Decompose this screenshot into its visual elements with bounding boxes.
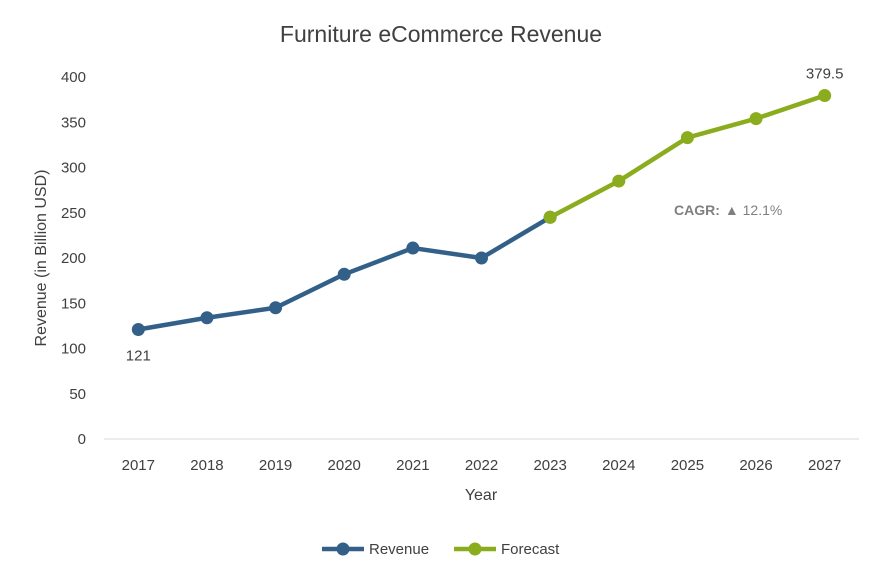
x-tick-label: 2023 [533, 457, 566, 474]
revenue-data-point [131, 322, 145, 336]
x-tick-label: 2017 [122, 457, 155, 474]
forecast-data-point [612, 174, 626, 188]
revenue-data-point [337, 267, 351, 281]
cagr-label: CAGR: [674, 202, 720, 218]
y-axis-label: Revenue (in Billion USD) [33, 170, 50, 347]
forecast-data-point [818, 89, 832, 103]
x-tick-label: 2027 [808, 457, 841, 474]
forecast-data-point [749, 112, 763, 126]
x-tick-label: 2025 [671, 457, 704, 474]
x-axis-ticks: 2017 2018 2019 2020 2021 2022 2023 2024 2025 2026… [122, 457, 842, 474]
y-tick-label: 50 [69, 386, 86, 403]
x-tick-label: 2019 [259, 457, 292, 474]
y-tick-label: 150 [61, 295, 86, 312]
y-axis-ticks: 0 50 100 150 200 250 300 350 400 [61, 69, 86, 448]
y-tick-label: 200 [61, 250, 86, 267]
y-tick-label: 250 [61, 205, 86, 222]
y-tick-label: 400 [61, 69, 86, 86]
revenue-legend-marker [336, 542, 350, 556]
data-label: 379.5 [806, 66, 844, 83]
cagr-value: ▲ 12.1% [725, 202, 782, 218]
x-tick-label: 2020 [328, 457, 361, 474]
x-axis-label: Year [465, 487, 498, 504]
x-tick-label: 2026 [739, 457, 772, 474]
x-tick-label: 2018 [190, 457, 223, 474]
revenue-data-point [475, 251, 488, 265]
forecast-legend-marker [468, 542, 482, 556]
forecast-data-point [680, 131, 694, 145]
data-labels: 121 379.5 [126, 66, 844, 365]
cagr-annotation: CAGR: ▲ 12.1% [674, 202, 782, 218]
revenue-data-point [269, 301, 283, 315]
legend: Revenue Forecast [322, 541, 560, 558]
y-tick-label: 300 [61, 160, 86, 177]
data-label: 121 [126, 347, 151, 364]
x-tick-label: 2024 [602, 457, 635, 474]
revenue-data-point [406, 241, 420, 255]
forecast-series-line [547, 93, 827, 220]
x-tick-label: 2022 [465, 457, 498, 474]
revenue-legend-label: Revenue [369, 541, 429, 558]
y-tick-label: 350 [61, 114, 86, 131]
chart-title: Furniture eCommerce Revenue [280, 21, 602, 47]
x-tick-label: 2021 [396, 457, 429, 474]
revenue-data-point [200, 311, 214, 325]
forecast-data-point [543, 210, 557, 224]
series-layer [131, 89, 832, 336]
forecast-legend-label: Forecast [501, 541, 560, 558]
y-tick-label: 0 [78, 431, 86, 448]
y-tick-label: 100 [61, 341, 86, 358]
